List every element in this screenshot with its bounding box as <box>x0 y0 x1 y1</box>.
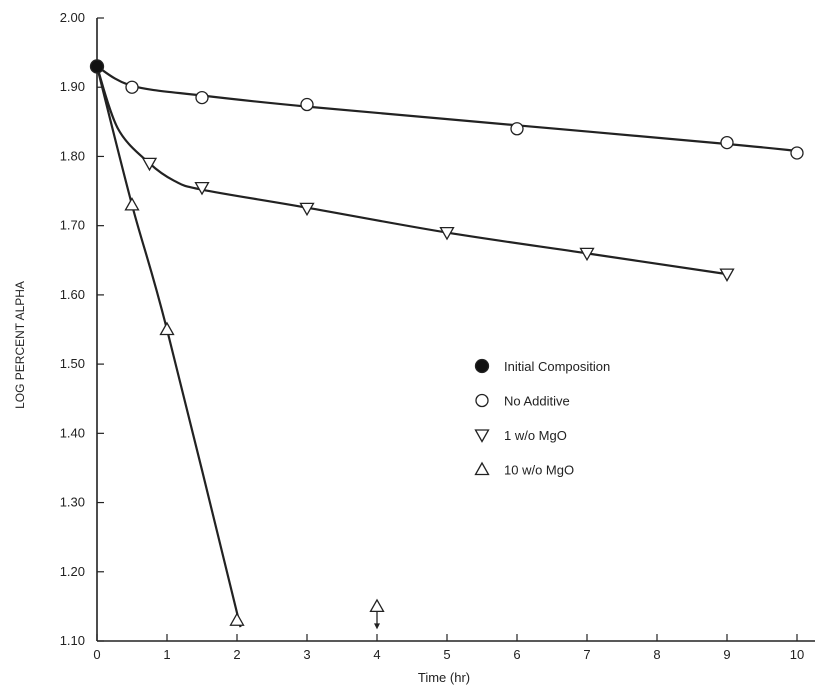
legend-marker <box>475 393 489 408</box>
x-tick-label: 5 <box>443 647 450 662</box>
data-point <box>439 226 455 241</box>
data-point <box>790 146 804 160</box>
data-point <box>579 247 595 262</box>
data-point <box>300 97 314 112</box>
legend-label: No Additive <box>504 394 570 409</box>
annotations <box>374 611 380 630</box>
x-tick-label: 1 <box>163 647 170 662</box>
y-tick-label: 1.70 <box>60 218 85 233</box>
legend-marker <box>474 429 490 443</box>
x-tick-label: 6 <box>513 647 520 662</box>
legend-marker <box>474 358 490 374</box>
fit-curve <box>95 66 728 276</box>
data-point <box>510 122 524 136</box>
x-tick-label: 2 <box>233 647 240 662</box>
y-ticks: 1.10 1.20 1.30 1.40 1.50 1.60 1.70 1.80 1.90 2.00 <box>60 10 104 648</box>
data-point <box>194 181 210 196</box>
arrow-head <box>374 623 380 630</box>
data-point <box>719 268 735 282</box>
x-tick-label: 8 <box>653 647 660 662</box>
data-point <box>229 612 245 626</box>
legend-marker <box>474 461 490 476</box>
y-tick-label: 1.50 <box>60 356 85 371</box>
data-point <box>89 59 105 74</box>
y-tick-label: 1.60 <box>60 287 85 302</box>
x-axis-label: Time (hr) <box>418 670 470 685</box>
data-point <box>141 157 158 172</box>
data-point <box>369 598 385 613</box>
x-tick-label: 9 <box>723 647 730 662</box>
data-point <box>720 135 734 150</box>
data-point <box>299 202 315 217</box>
y-tick-label: 1.10 <box>60 633 85 648</box>
x-tick-label: 0 <box>93 647 100 662</box>
legend-label: Initial Composition <box>504 359 610 374</box>
fit-curve <box>95 66 242 628</box>
y-tick-label: 1.80 <box>60 148 85 163</box>
x-tick-label: 7 <box>583 647 590 662</box>
x-tick-label: 4 <box>373 647 380 662</box>
y-tick-label: 1.20 <box>60 564 85 579</box>
data-point <box>125 80 139 94</box>
data-point <box>124 197 140 211</box>
data-point <box>195 90 209 105</box>
data-point <box>159 321 175 336</box>
y-tick-label: 1.30 <box>60 495 85 510</box>
fit-curve <box>96 65 798 153</box>
legend-label: 10 w/o MgO <box>504 463 574 478</box>
legend: Initial Composition No Additive 1 w/o MgO 1… <box>474 358 610 478</box>
x-tick-label: 10 <box>790 647 804 662</box>
y-tick-label: 2.00 <box>60 10 85 25</box>
x-tick-label: 3 <box>303 647 310 662</box>
y-tick-label: 1.40 <box>60 425 85 440</box>
x-ticks: 0 1 2 3 4 5 6 7 8 9 10 <box>93 634 804 662</box>
data-markers <box>89 59 804 626</box>
y-axis-label: LOG PERCENT ALPHA <box>13 281 27 409</box>
legend-label: 1 w/o MgO <box>504 428 567 443</box>
y-tick-label: 1.90 <box>60 79 85 94</box>
axes: 0 1 2 3 4 5 6 7 8 9 10 1.10 1.20 1.30 1.40 1.50 1.60 1.7… <box>60 10 815 662</box>
fit-curves <box>95 65 798 628</box>
